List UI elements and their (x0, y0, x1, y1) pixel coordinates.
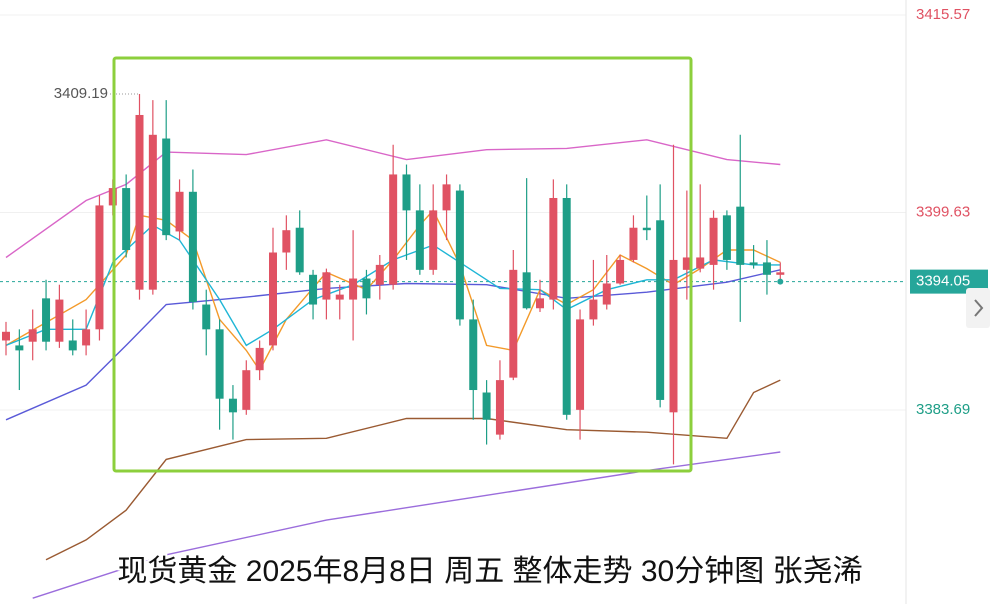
candle-body (656, 220, 665, 400)
candle-body (682, 257, 691, 270)
candle-body (469, 319, 478, 391)
candle-body (736, 206, 745, 265)
candle-body (295, 227, 304, 273)
indicator-line (32, 451, 781, 599)
indicator-line (5, 139, 781, 259)
highlight-box (112, 56, 693, 473)
candle-body (562, 197, 571, 415)
candle-body (589, 299, 598, 320)
candle-body (509, 269, 518, 378)
y-tick-label: 3399.63 (916, 203, 970, 220)
candle-body (228, 398, 237, 413)
candle-body (309, 274, 318, 305)
candle-body (148, 134, 157, 290)
candle-body (122, 188, 131, 251)
candle-body (602, 283, 611, 305)
y-tick-label: 3415.57 (916, 6, 970, 23)
scroll-arrow[interactable] (974, 299, 984, 317)
candle-body (188, 191, 197, 303)
candle-body (629, 227, 638, 260)
high-label: 3409.19 (54, 85, 108, 102)
candle-body (402, 174, 411, 211)
candle-body (415, 210, 424, 270)
candle-body (42, 298, 51, 342)
candle-body (642, 227, 651, 231)
candle-body (536, 298, 544, 309)
candle-body (696, 257, 705, 269)
candle-body (335, 294, 344, 300)
candle-body (616, 259, 625, 284)
chart-title: 现货黄金 2025年8月8日 周五 整体走势 30分钟图 张尧浠 (117, 555, 862, 588)
candle-body (375, 264, 384, 285)
candle-body (95, 205, 104, 330)
candle-body (175, 191, 184, 232)
candle-body (282, 230, 291, 253)
candle-body (455, 190, 464, 320)
candle-body (269, 252, 277, 346)
candle-body (55, 299, 64, 342)
candle-body (15, 345, 24, 351)
candle-body (28, 329, 37, 342)
scroll-button-bg[interactable] (966, 288, 990, 328)
candle-body (722, 215, 731, 260)
candle-body (68, 340, 77, 351)
candle-body (669, 259, 678, 413)
candle-body (522, 272, 531, 309)
candle-body (82, 329, 91, 346)
candle-body (362, 278, 371, 299)
last-price-label: 3394.05 (916, 273, 970, 290)
candle-body (349, 278, 358, 300)
candle-body (322, 272, 331, 300)
candle-body (762, 262, 771, 275)
candle-body (255, 347, 264, 371)
candle-body (2, 331, 10, 341)
candle-body (162, 138, 171, 236)
candle-body (776, 272, 785, 275)
price-axis: 3415.57 3399.63 3383.69 3394.05 (910, 6, 988, 418)
candle-body (215, 329, 224, 399)
candle-body (749, 262, 758, 265)
scroll-button[interactable] (966, 288, 990, 328)
indicator-line (45, 379, 781, 561)
candle-body (242, 370, 251, 410)
candles: 3409.19 (2, 85, 785, 465)
candle-body (709, 217, 718, 265)
candle-body (389, 174, 398, 285)
candle-body (135, 114, 144, 290)
candle-body (442, 184, 451, 211)
last-price-dot (777, 278, 784, 285)
candle-body (482, 392, 491, 420)
candle-body (549, 197, 558, 300)
candle-body (429, 210, 438, 270)
candle-body (495, 380, 504, 435)
y-tick-label: 3383.69 (916, 401, 970, 418)
candle-body (202, 304, 211, 330)
candle-body (576, 319, 585, 410)
